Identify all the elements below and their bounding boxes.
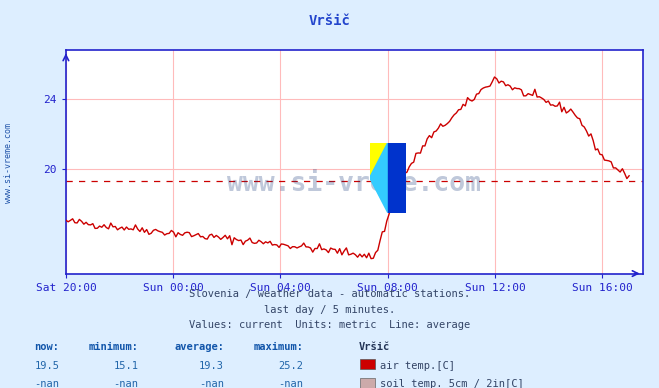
Text: Values: current  Units: metric  Line: average: Values: current Units: metric Line: aver… (189, 320, 470, 330)
Text: average:: average: (174, 342, 224, 352)
Text: -nan: -nan (34, 379, 59, 388)
Text: minimum:: minimum: (88, 342, 138, 352)
Text: 19.3: 19.3 (199, 361, 224, 371)
Text: 15.1: 15.1 (113, 361, 138, 371)
Text: maximum:: maximum: (253, 342, 303, 352)
Text: Slovenia / weather data - automatic stations.: Slovenia / weather data - automatic stat… (189, 289, 470, 299)
Text: www.si-vreme.com: www.si-vreme.com (227, 171, 481, 197)
Text: -nan: -nan (113, 379, 138, 388)
Text: Vršič: Vršič (359, 342, 390, 352)
Text: -nan: -nan (278, 379, 303, 388)
Polygon shape (370, 143, 387, 178)
Text: 25.2: 25.2 (278, 361, 303, 371)
Text: www.si-vreme.com: www.si-vreme.com (4, 123, 13, 203)
Text: Vršič: Vršič (308, 14, 351, 28)
Polygon shape (370, 143, 387, 213)
Text: soil temp. 5cm / 2in[C]: soil temp. 5cm / 2in[C] (380, 379, 524, 388)
Text: -nan: -nan (199, 379, 224, 388)
Text: last day / 5 minutes.: last day / 5 minutes. (264, 305, 395, 315)
Text: now:: now: (34, 342, 59, 352)
Text: air temp.[C]: air temp.[C] (380, 361, 455, 371)
Bar (387, 143, 406, 213)
Text: 19.5: 19.5 (34, 361, 59, 371)
